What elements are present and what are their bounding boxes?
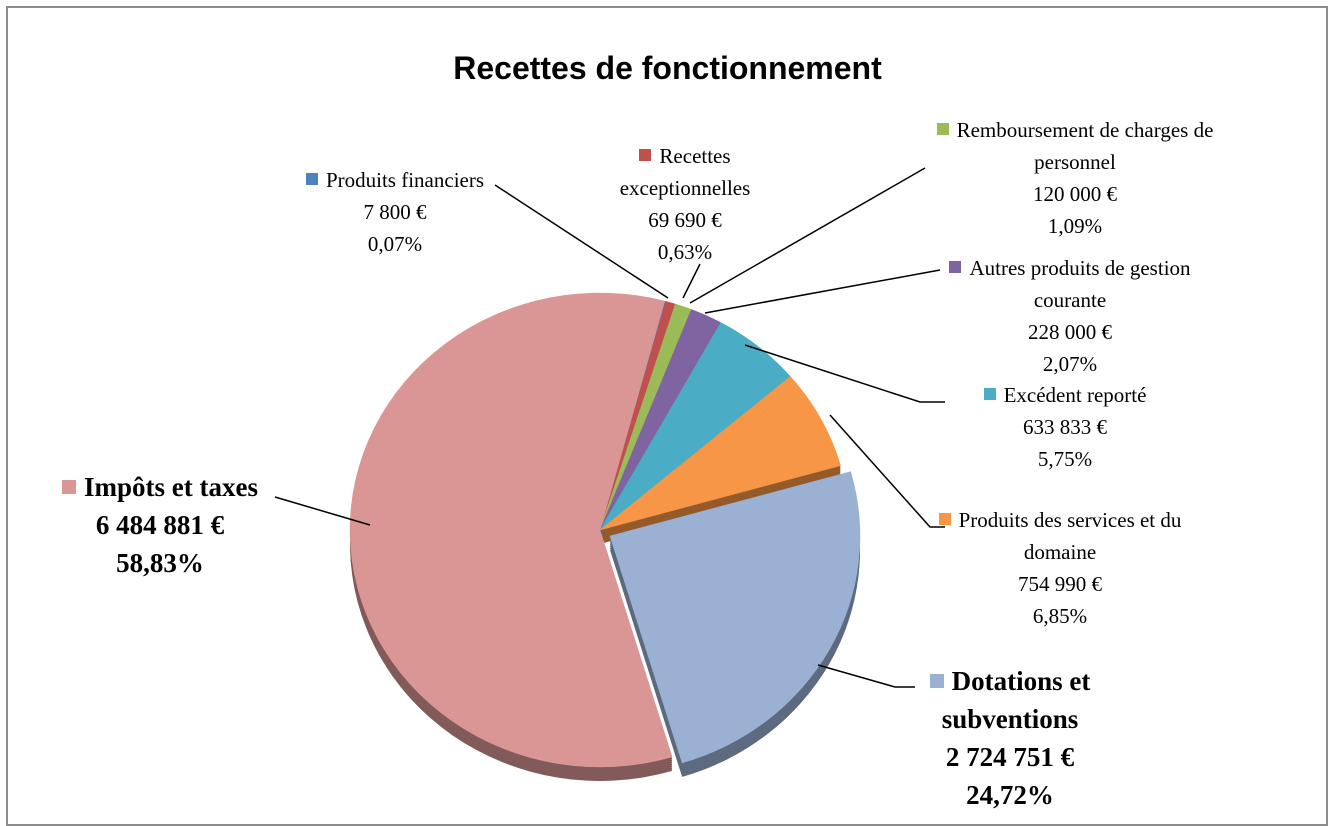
legend-swatch — [936, 123, 949, 135]
percent-label: 24,72% — [966, 780, 1054, 810]
label-name-row: Remboursement de charges de personnel — [930, 114, 1220, 178]
percent-label: 2,07% — [1042, 352, 1098, 376]
data-label: Autres produits de gestion courante 228 0… — [930, 252, 1210, 380]
data-label: Dotations et subventions 2 724 751 € 24,72… — [890, 662, 1130, 814]
percent-label: 1,09% — [1047, 214, 1103, 238]
leader-line — [829, 414, 945, 528]
label-name-row: Produits financiers — [280, 164, 510, 196]
percent-label: 0,07% — [367, 232, 423, 256]
category-label: Produits des services et du domaine — [958, 508, 1182, 564]
legend-swatch — [938, 513, 951, 525]
legend-swatch — [949, 261, 962, 273]
legend-swatch — [929, 674, 944, 688]
category-label: Produits financiers — [325, 168, 485, 192]
label-name-row: Dotations et subventions — [890, 662, 1130, 738]
leader-line — [689, 167, 926, 304]
value-label: 6 484 881 € — [95, 510, 225, 540]
value-label: 69 690 € — [648, 208, 722, 232]
slice — [599, 376, 841, 531]
legend-swatch — [305, 173, 318, 185]
category-label: Impôts et taxes — [84, 472, 258, 502]
legend-swatch — [639, 149, 652, 161]
percent-label: 6,85% — [1032, 604, 1088, 628]
data-label: Excédent reporté 633 833 € 5,75% — [930, 379, 1200, 475]
legend-swatch — [983, 388, 996, 400]
leader-line — [274, 496, 371, 526]
percent-label: 58,83% — [116, 548, 204, 578]
percent-label: 0,63% — [657, 240, 713, 264]
slice — [349, 292, 673, 768]
leader-line — [682, 263, 701, 299]
data-label: Impôts et taxes 6 484 881 € 58,83% — [20, 468, 300, 582]
data-label: Recettes exceptionnelles 69 690 € 0,63% — [575, 140, 795, 268]
category-label: Remboursement de charges de personnel — [956, 118, 1214, 174]
value-label: 754 990 € — [1018, 572, 1102, 596]
category-label: Excédent reporté — [1003, 383, 1147, 407]
label-name-row: Recettes exceptionnelles — [575, 140, 795, 204]
label-name-row: Impôts et taxes — [20, 468, 300, 506]
value-label: 633 833 € — [1023, 415, 1107, 439]
leader-line — [704, 269, 941, 314]
data-label: Produits financiers 7 800 € 0,07% — [280, 164, 510, 260]
category-label: Autres produits de gestion courante — [969, 256, 1191, 312]
value-label: 120 000 € — [1033, 182, 1117, 206]
legend-swatch — [62, 480, 76, 494]
label-name-row: Produits des services et du domaine — [930, 504, 1190, 568]
category-label: Recettes exceptionnelles — [619, 144, 751, 200]
percent-label: 5,75% — [1037, 447, 1093, 471]
chart-title: Recettes de fonctionnement — [453, 50, 882, 86]
leader-line — [744, 344, 945, 403]
value-label: 7 800 € — [363, 200, 427, 224]
leader-line — [494, 184, 669, 299]
label-name-row: Autres produits de gestion courante — [930, 252, 1210, 316]
value-label: 228 000 € — [1028, 320, 1112, 344]
slice — [609, 471, 861, 764]
value-label: 2 724 751 € — [945, 742, 1075, 772]
category-label: Dotations et subventions — [941, 666, 1091, 734]
data-label: Produits des services et du domaine 754 9… — [930, 504, 1190, 632]
label-name-row: Excédent reporté — [930, 379, 1200, 411]
data-label: Remboursement de charges de personnel 120… — [930, 114, 1220, 242]
leader-line — [817, 664, 915, 688]
